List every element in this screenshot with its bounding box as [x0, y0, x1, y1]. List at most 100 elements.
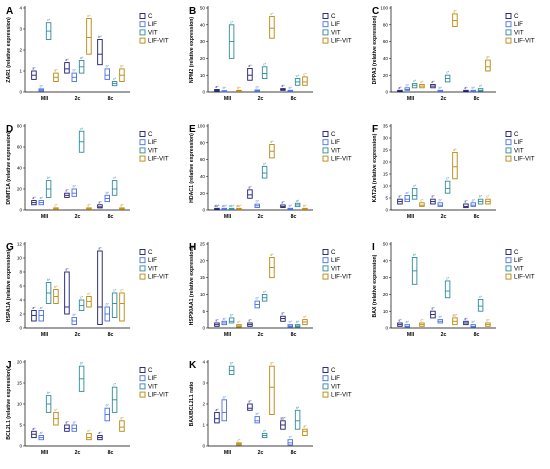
sig-label-b-mii-c: a*	[215, 85, 219, 89]
legend-swatch-f-c	[505, 131, 512, 137]
legend-swatch-j-vit	[139, 383, 146, 390]
legend-label-e-lif: LIF	[331, 139, 340, 146]
legend-label-i-lif-vit: LIF-VIT	[514, 274, 535, 281]
y-tick-label-f: 30	[383, 136, 389, 141]
y-tick-label-c: 40	[383, 56, 389, 61]
y-tick-label-f: 25	[383, 148, 389, 153]
legend-label-h-vit: VIT	[331, 265, 341, 272]
y-tick-label-a: 4	[19, 6, 22, 11]
y-tick-label-d: 60	[17, 145, 23, 150]
box-b-2c-c	[247, 68, 253, 81]
box-d-8c-c	[97, 204, 103, 209]
y-tick-label-k: 0	[202, 444, 205, 449]
box-f-2c-lif	[437, 202, 443, 207]
sig-label-f-2c-lif: b*	[439, 198, 443, 202]
y-tick-label-i: 20	[383, 292, 389, 297]
y-axis-label-k: BAX/BCL2L1 ratio	[189, 382, 195, 427]
panel-letter-h: H	[189, 242, 196, 253]
sig-label-f-2c-lif-vit: d*	[453, 148, 457, 152]
legend-swatch-f-lif-vit	[505, 155, 512, 162]
box-k-8c-lif	[287, 439, 293, 446]
x-tick-label-e-2c: 2c	[258, 214, 264, 220]
sig-label-e-2c-lif: b*	[256, 200, 260, 204]
sig-label-e-2c-lif-vit: d*	[270, 140, 274, 144]
sig-label-f-8c-lif: a*	[472, 198, 476, 202]
sig-label-i-2c-vit: c*	[446, 276, 450, 280]
sig-label-d-mii-lif: a*	[40, 196, 44, 200]
sig-label-f-8c-c: a*	[464, 200, 468, 204]
y-axis-label-d: DNMT1A (relative expression)	[6, 131, 12, 205]
sig-label-j-mii-lif-vit: c*	[54, 408, 58, 412]
y-tick-label-e: 60	[200, 157, 206, 162]
legend-swatch-g-lif-vit	[139, 273, 146, 280]
legend-label-b-vit: VIT	[331, 29, 341, 36]
sig-label-h-8c-lif: b*	[289, 320, 293, 324]
sig-label-k-mii-vit: b*	[230, 362, 234, 366]
sig-label-h-2c-lif-vit: d*	[270, 253, 274, 257]
box-k-mii-c	[214, 411, 220, 424]
y-tick-label-f: 15	[383, 172, 389, 177]
legend-label-c-lif-vit: LIF-VIT	[514, 38, 535, 45]
legend-label-a-lif: LIF	[148, 21, 157, 28]
sig-label-h-2c-lif: b*	[256, 297, 260, 301]
sig-label-a-2c-vit: a*	[80, 56, 84, 60]
y-tick-label-b: 10	[200, 73, 206, 78]
y-axis-label-a: ZAR1 (relative expression)	[6, 17, 12, 83]
legend-swatch-d-vit	[139, 147, 146, 154]
legend-label-k-lif-vit: LIF-VIT	[331, 392, 352, 399]
y-axis-label-c: DPPA3 (relative expression)	[372, 15, 378, 84]
sig-label-d-mii-c: a*	[32, 196, 36, 200]
x-tick-label-j-8c: 8c	[108, 450, 114, 456]
box-a-2c-lif-vit	[86, 18, 92, 55]
y-tick-label-k: 2	[202, 402, 205, 407]
sig-label-d-mii-lif-vit: c*	[54, 203, 58, 207]
legend-swatch-k-c	[322, 367, 329, 373]
sig-label-j-8c-lif: b*	[106, 404, 110, 408]
legend-label-g-c: C	[148, 249, 153, 256]
sig-label-j-mii-vit: b*	[47, 391, 51, 395]
legend-label-c-c: C	[514, 13, 519, 20]
sig-label-c-mii-lif: b*	[406, 83, 410, 87]
legend-swatch-h-vit	[322, 265, 329, 272]
y-tick-label-b: 40	[200, 22, 206, 27]
sig-label-e-8c-vit: a*	[296, 199, 300, 203]
sig-label-b-mii-lif: b*	[223, 86, 227, 90]
sig-label-k-mii-lif: a*	[223, 395, 227, 399]
panel-letter-c: C	[372, 6, 379, 17]
legend-swatch-h-c	[322, 249, 329, 255]
box-b-2c-lif-vit	[269, 15, 275, 39]
box-f-8c-lif	[470, 202, 476, 207]
legend-swatch-c-lif	[505, 21, 512, 28]
legend-label-j-lif-vit: LIF-VIT	[148, 392, 169, 399]
sig-label-g-2c-lif-vit: c*	[87, 292, 91, 296]
panel-letter-k: K	[189, 360, 197, 371]
legend-swatch-b-lif	[322, 21, 329, 28]
legend-swatch-a-vit	[139, 29, 146, 36]
sig-label-i-mii-c: a*	[398, 318, 402, 322]
legend-label-b-lif: LIF	[331, 21, 340, 28]
legend-label-d-lif-vit: LIF-VIT	[148, 156, 169, 163]
sig-label-i-mii-lif-vit: c*	[420, 318, 424, 322]
legend-swatch-e-lif	[322, 139, 329, 146]
y-tick-label-j: 20	[17, 360, 23, 365]
sig-label-k-8c-c: ab*	[280, 416, 286, 420]
box-b-2c-vit	[261, 66, 268, 80]
legend-swatch-f-lif	[505, 139, 512, 146]
x-tick-label-f-mii: MII	[407, 214, 415, 220]
x-tick-label-d-8c: 8c	[108, 214, 114, 220]
legend-label-a-lif-vit: LIF-VIT	[148, 38, 169, 45]
legend-label-f-lif: LIF	[514, 139, 523, 146]
y-tick-label-a: 2	[19, 48, 22, 53]
x-tick-label-c-mii: MII	[407, 96, 415, 102]
sig-label-f-mii-lif-vit: c*	[420, 198, 424, 202]
sig-label-g-8c-lif-vit: c*	[120, 289, 124, 293]
box-h-mii-vit	[228, 317, 235, 324]
sig-label-j-8c-vit: c*	[113, 383, 117, 387]
x-tick-label-h-8c: 8c	[291, 332, 297, 338]
box-f-mii-lif	[404, 195, 410, 203]
y-tick-label-g: 8	[19, 270, 22, 275]
legend-label-i-lif: LIF	[514, 257, 523, 264]
